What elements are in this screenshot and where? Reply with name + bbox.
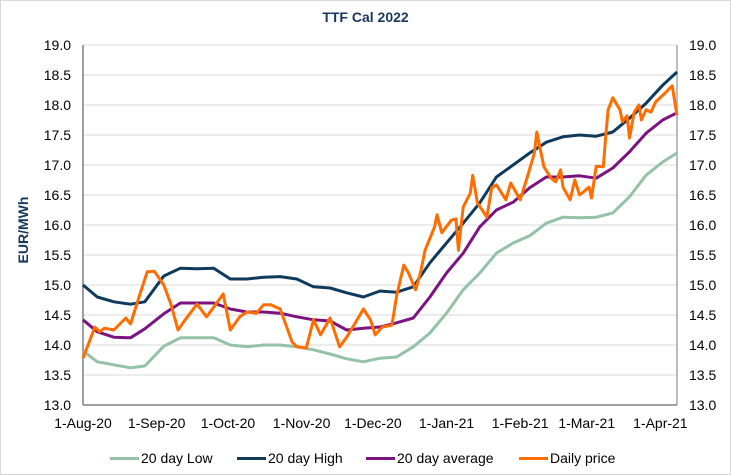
chart-title: TTF Cal 2022 [322, 9, 409, 25]
y-tick-label: 16.0 [44, 217, 71, 233]
y2-tick-label: 15.5 [689, 247, 716, 263]
y-tick-label: 14.5 [44, 307, 71, 323]
y-tick-label: 18.0 [44, 97, 71, 113]
series-line-20-day-low [82, 151, 678, 370]
y-tick-label: 13.5 [44, 367, 71, 383]
y2-tick-label: 14.5 [689, 307, 716, 323]
y-tick-label: 18.5 [44, 67, 71, 83]
y2-tick-label: 18.5 [689, 67, 716, 83]
legend-label: Daily price [550, 450, 616, 466]
y2-tick-label: 17.5 [689, 127, 716, 143]
y-tick-label: 15.0 [44, 277, 71, 293]
series-line-20-day-high [82, 70, 679, 306]
y-tick-label: 16.5 [44, 187, 71, 203]
y2-tick-label: 15.0 [689, 277, 716, 293]
legend-swatch [519, 456, 548, 460]
series-line-daily-price [81, 84, 679, 359]
y-tick-label: 13.0 [44, 397, 71, 413]
y-tick-label: 19.0 [44, 37, 71, 53]
y2-tick-label: 16.0 [689, 217, 716, 233]
legend-swatch [366, 456, 395, 460]
legend-swatch [237, 456, 266, 460]
y2-tick-label: 13.0 [689, 397, 716, 413]
x-tick-label: 1-Apr-21 [633, 415, 688, 431]
y2-tick-label: 17.0 [689, 157, 716, 173]
x-tick-label: 1-Aug-20 [54, 415, 112, 431]
legend-item-20-day-low: 20 day Low [110, 447, 213, 469]
x-tick-label: 1-Nov-20 [273, 415, 331, 431]
legend-swatch [110, 456, 139, 460]
legend-label: 20 day average [397, 450, 494, 466]
x-tick-label: 1-Dec-20 [344, 415, 402, 431]
x-tick-label: 1-Feb-21 [492, 415, 549, 431]
x-tick-label: 1-Oct-20 [201, 415, 256, 431]
legend-label: 20 day Low [141, 450, 213, 466]
y-tick-label: 17.5 [44, 127, 71, 143]
y2-tick-label: 14.0 [689, 337, 716, 353]
series-line-20-day-average [82, 111, 678, 340]
y2-tick-label: 18.0 [689, 97, 716, 113]
legend-label: 20 day High [268, 450, 343, 466]
legend: 20 day Low 20 day High 20 day average Da… [0, 447, 731, 469]
x-tick-label: 1-Jan-21 [419, 415, 474, 431]
y2-tick-label: 13.5 [689, 367, 716, 383]
y2-tick-label: 19.0 [689, 37, 716, 53]
y-tick-label: 15.5 [44, 247, 71, 263]
legend-item-20-day-high: 20 day High [237, 447, 343, 469]
legend-item-daily-price: Daily price [519, 447, 615, 469]
y-tick-label: 14.0 [44, 337, 71, 353]
y-tick-label: 17.0 [44, 157, 71, 173]
y2-tick-label: 16.5 [689, 187, 716, 203]
legend-item-20-day-average: 20 day average [366, 447, 494, 469]
x-tick-label: 1-Sep-20 [128, 415, 186, 431]
x-tick-label: 1-Mar-21 [558, 415, 615, 431]
